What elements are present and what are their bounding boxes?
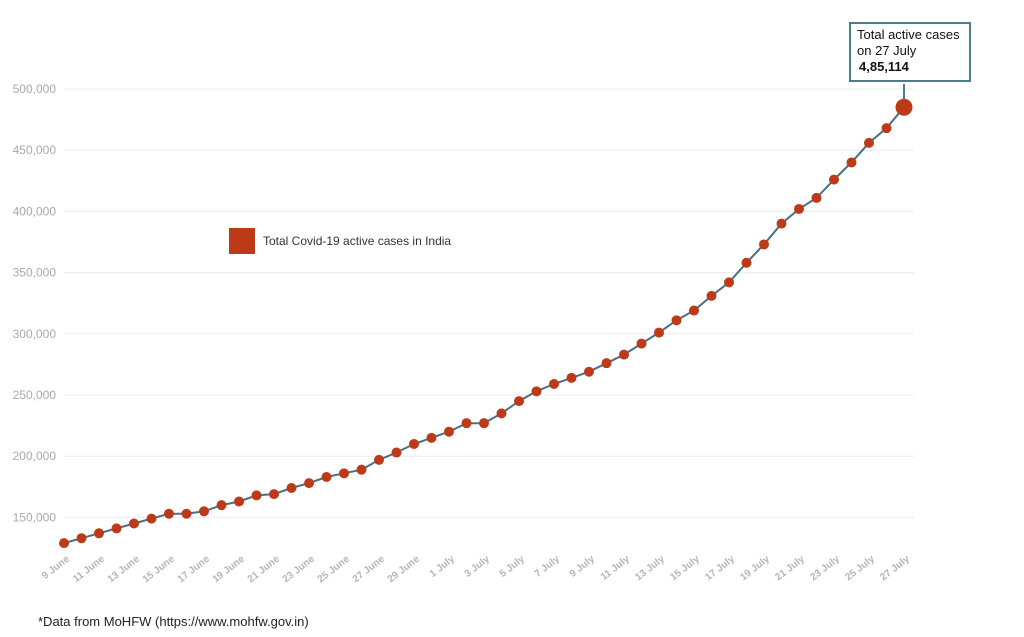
x-tick-label: 21 June: [246, 553, 282, 585]
y-tick-label: 150,000: [13, 510, 57, 524]
series-line-active-cases: [63, 106, 905, 545]
y-tick-label: 200,000: [13, 449, 57, 463]
data-point: [496, 408, 507, 419]
data-point: [601, 358, 612, 369]
data-point: [584, 366, 594, 377]
data-point: [374, 454, 384, 465]
data-point: [794, 203, 804, 214]
y-tick-label: 450,000: [13, 143, 57, 157]
data-point: [654, 327, 664, 338]
data-point: [269, 489, 279, 500]
data-point: [339, 468, 349, 479]
data-point: [94, 528, 104, 539]
legend-swatch: [229, 228, 255, 254]
data-point: [811, 192, 822, 203]
x-tick-label: 19 July: [738, 553, 772, 583]
x-tick-label: 27 June: [351, 553, 387, 585]
data-point: [356, 464, 367, 475]
data-point: [59, 538, 69, 549]
data-point: [251, 490, 262, 501]
data-point: [164, 508, 174, 519]
x-tick-label: 9 June: [40, 553, 72, 581]
data-point: [706, 290, 717, 301]
x-tick-label: 13 July: [633, 553, 667, 583]
data-point: [146, 513, 157, 524]
x-tick-label: 27 July: [878, 553, 912, 583]
data-point: [216, 500, 227, 511]
data-point: [619, 349, 629, 360]
data-point: [829, 174, 839, 185]
legend: Total Covid-19 active cases in India: [229, 228, 451, 254]
data-point: [881, 123, 892, 134]
y-tick-label: 300,000: [13, 327, 57, 341]
x-tick-label: 3 July: [463, 553, 492, 579]
data-point: [286, 483, 297, 494]
x-tick-label: 21 July: [773, 553, 807, 583]
data-point: [129, 518, 139, 529]
data-source-note: *Data from MoHFW (https://www.mohfw.gov.…: [38, 614, 309, 629]
annotation-callout: Total active cases on 27 July 4,85,114: [849, 22, 971, 82]
data-point: [514, 396, 524, 407]
data-point: [636, 338, 647, 349]
data-point: [321, 472, 332, 483]
data-point: [181, 508, 192, 519]
data-point: [304, 478, 314, 489]
x-tick-label: 7 July: [533, 553, 562, 579]
x-tick-label: 17 June: [176, 553, 212, 585]
annotation-line2: on 27 July: [857, 43, 917, 58]
annotation-value: 4,85,114: [859, 59, 909, 74]
x-tick-label: 25 July: [843, 553, 877, 583]
data-point: [76, 533, 87, 544]
data-point: [461, 418, 472, 429]
chart-gridlines: [64, 88, 914, 518]
data-point: [724, 277, 734, 288]
x-tick-label: 15 June: [141, 553, 177, 585]
x-tick-label: 23 June: [281, 553, 317, 585]
data-point: [864, 137, 874, 148]
y-tick-label: 250,000: [13, 388, 57, 402]
data-point: [426, 432, 437, 443]
y-tick-label: 350,000: [13, 266, 57, 280]
data-point: [391, 447, 402, 458]
annotation-line1: Total active cases: [857, 27, 960, 42]
x-tick-label: 13 June: [106, 553, 142, 585]
x-tick-label: 11 July: [599, 553, 632, 582]
data-point: [111, 523, 122, 534]
data-point: [234, 496, 244, 507]
x-tick-label: 15 July: [668, 553, 702, 583]
y-tick-label: 500,000: [13, 82, 57, 96]
x-tick-label: 23 July: [808, 553, 842, 583]
series-points: [59, 98, 913, 549]
data-point: [409, 438, 419, 449]
data-point-highlighted: [895, 98, 913, 116]
x-tick-label: 17 July: [703, 553, 737, 583]
data-point: [444, 426, 454, 437]
data-point: [846, 157, 857, 168]
data-point: [741, 257, 752, 268]
x-tick-label: 19 June: [211, 553, 247, 585]
x-tick-label: 25 June: [316, 553, 352, 585]
y-tick-label: 400,000: [13, 204, 57, 218]
x-tick-label: 29 June: [386, 553, 422, 585]
x-tick-label: 9 July: [568, 553, 597, 579]
x-tick-label: 11 June: [71, 553, 107, 585]
data-point: [531, 386, 542, 397]
data-point: [671, 315, 682, 326]
x-tick-label: 5 July: [498, 553, 527, 579]
data-point: [759, 239, 769, 250]
data-point: [199, 506, 209, 517]
data-point: [479, 418, 489, 429]
data-point: [549, 378, 559, 389]
data-point: [689, 305, 699, 316]
data-point: [566, 372, 577, 383]
x-tick-label: 1 July: [428, 553, 457, 579]
legend-label: Total Covid-19 active cases in India: [263, 234, 451, 248]
y-axis: 150,000 200,000 250,000 300,000 350,000 400,0…: [13, 82, 57, 524]
data-point: [776, 218, 787, 229]
